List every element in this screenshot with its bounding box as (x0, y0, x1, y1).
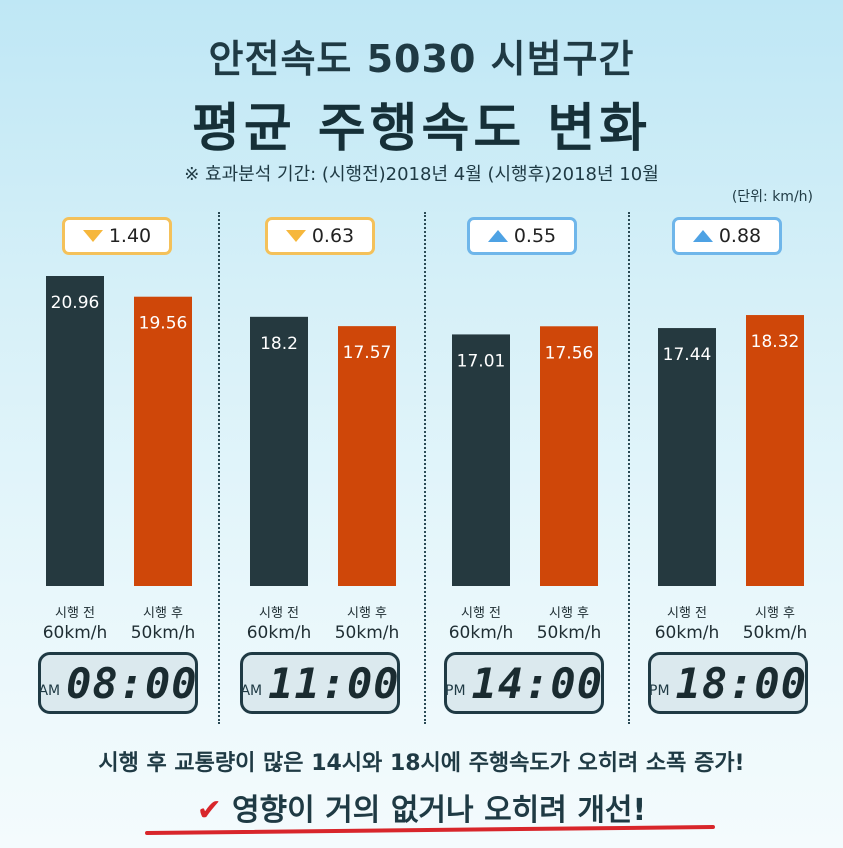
label-line1: 시행 후 (548, 606, 589, 621)
label-line2: 60km/h (654, 623, 720, 643)
clock-time: 11:00 (268, 658, 400, 708)
group-divider-2 (424, 212, 426, 724)
unit-note: (단위: km/h) (731, 189, 813, 205)
triangle-up-icon (487, 230, 508, 242)
change-value: 0.55 (513, 225, 557, 247)
label-after: 시행 후 50km/h (735, 602, 815, 643)
bar-value-label: 17.44 (663, 345, 712, 365)
bar-value-label: 18.2 (260, 334, 298, 354)
bar-0800-before (46, 276, 104, 586)
bar-1400-after (540, 326, 598, 586)
bar-1400-before (452, 334, 510, 586)
label-line1: 시행 후 (754, 606, 795, 621)
check-icon: ✔ (196, 793, 222, 828)
change-value: 0.63 (311, 225, 355, 247)
label-line1: 시행 전 (666, 606, 707, 621)
change-badge: 0.55 (467, 217, 577, 255)
bar-1800-after (746, 315, 804, 586)
bar-0800-after (134, 296, 192, 586)
bar-value-label: 19.56 (139, 314, 188, 334)
triangle-up-icon (692, 230, 713, 242)
clock-1400: PM 14:00 (444, 652, 604, 714)
group-divider-3 (628, 212, 630, 724)
bar-value-label: 17.57 (343, 343, 392, 363)
clock-time: 18:00 (675, 658, 807, 708)
clock-ampm: PM (445, 683, 466, 699)
label-after: 시행 후 50km/h (123, 602, 203, 643)
bar-value-label: 20.96 (51, 293, 100, 313)
clock-1800: PM 18:00 (648, 652, 808, 714)
period-note: ※ 효과분석 기간: (시행전)2018년 4월 (시행후)2018년 10월 (184, 164, 659, 185)
label-before: 시행 전 60km/h (441, 602, 521, 643)
label-before: 시행 전 60km/h (647, 602, 727, 643)
label-line2: 60km/h (42, 623, 108, 643)
clock-ampm: PM (649, 683, 670, 699)
label-line2: 50km/h (742, 623, 808, 643)
title-line1: 안전속도 5030 시범구간 (208, 37, 635, 81)
triangle-down-icon (82, 230, 103, 242)
label-line2: 50km/h (536, 623, 602, 643)
clock-time: 14:00 (471, 658, 603, 708)
bar-value-label: 18.32 (751, 332, 800, 352)
label-line2: 60km/h (448, 623, 514, 643)
title-line2: 평균 주행속도 변화 (192, 99, 651, 159)
label-line1: 시행 후 (346, 606, 387, 621)
conclusion-text: 영향이 거의 없거나 오히려 개선! (231, 793, 647, 828)
label-line2: 50km/h (130, 623, 196, 643)
clock-ampm: AM (240, 683, 263, 699)
change-badge: 0.63 (265, 217, 375, 255)
conclusion: ✔ 영향이 거의 없거나 오히려 개선! (0, 785, 843, 829)
label-line1: 시행 전 (258, 606, 299, 621)
label-before: 시행 전 60km/h (239, 602, 319, 643)
bar-1800-before (658, 328, 716, 586)
bar-1100-before (250, 316, 308, 586)
group-divider-1 (218, 212, 220, 724)
change-value: 0.88 (718, 225, 762, 247)
clock-0800: AM 08:00 (38, 652, 198, 714)
label-line1: 시행 전 (460, 606, 501, 621)
bar-value-label: 17.01 (457, 351, 506, 371)
triangle-down-icon (285, 230, 306, 242)
bar-1100-after (338, 326, 396, 586)
label-line1: 시행 후 (142, 606, 183, 621)
change-value: 1.40 (108, 225, 152, 247)
label-line1: 시행 전 (54, 606, 95, 621)
clock-ampm: AM (38, 683, 61, 699)
summary-text: 시행 후 교통량이 많은 14시와 18시에 주행속도가 오히려 소폭 증가! (98, 751, 745, 776)
label-before: 시행 전 60km/h (35, 602, 115, 643)
change-badge: 1.40 (62, 217, 172, 255)
clock-1100: AM 11:00 (240, 652, 400, 714)
clock-time: 08:00 (66, 658, 198, 708)
label-after: 시행 후 50km/h (327, 602, 407, 643)
change-badge: 0.88 (672, 217, 782, 255)
bar-value-label: 17.56 (545, 343, 594, 363)
label-after: 시행 후 50km/h (529, 602, 609, 643)
label-line2: 60km/h (246, 623, 312, 643)
label-line2: 50km/h (334, 623, 400, 643)
